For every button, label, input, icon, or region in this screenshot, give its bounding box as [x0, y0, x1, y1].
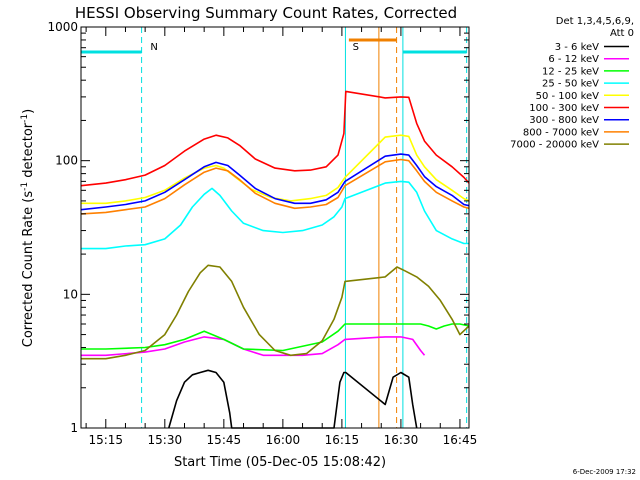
series-line-25-50kev [81, 180, 469, 250]
chart-title: HESSI Observing Summary Count Rates, Cor… [75, 4, 457, 22]
y-axis-label-sup1: -1 [20, 182, 30, 191]
legend-label-800-7000kev: 800 - 7000 keV [523, 127, 599, 138]
y-axis-label-mid: detector [21, 122, 36, 182]
x-tick-label: 15:30 [148, 433, 183, 447]
legend-label-3-6kev: 3 - 6 keV [555, 42, 599, 53]
y-axis-label-main: Corrected Count Rate (s [21, 191, 36, 348]
series-lines [80, 90, 470, 429]
legend-header-line1: Det 1,3,4,5,6,9, [556, 16, 634, 27]
series-line-6-12kev [81, 336, 426, 357]
x-tick-label: 15:45 [207, 433, 242, 447]
plot-frame [80, 26, 470, 429]
x-tick-label: 16:00 [266, 433, 301, 447]
legend-label-25-50kev: 25 - 50 keV [542, 79, 599, 90]
y-axis: 1 10 100 1000 [47, 20, 469, 435]
y-axis-label: Corrected Count Rate (s-1 detector-1) [20, 109, 36, 347]
x-tick-label: 15:15 [88, 433, 123, 447]
y-axis-label-sup2: -1 [20, 114, 30, 123]
annotation-s: S [353, 42, 359, 53]
series-line-3-6kev [168, 369, 418, 429]
series-line-800-7000kev [80, 158, 470, 215]
annotation-n: N [150, 42, 157, 53]
x-axis: 15:15 15:30 15:45 16:00 16:15 16:30 16:45 [85, 27, 478, 447]
legend-label-12-25kev: 12 - 25 keV [542, 66, 599, 77]
series-line-100-300kev [80, 90, 470, 187]
y-tick-label: 1000 [47, 20, 78, 34]
series-line-300-800kev [80, 153, 470, 211]
legend-header-line2: Att 0 [610, 28, 634, 39]
series-line-50-100kev [81, 134, 470, 205]
y-axis-label-end: ) [21, 109, 36, 114]
series-line-12-25kev [81, 323, 470, 352]
legend-label-7000-20000kev: 7000 - 20000 keV [510, 140, 599, 151]
y-tick-label: 10 [63, 287, 78, 301]
x-tick-label: 16:45 [443, 433, 478, 447]
legend-label-50-100kev: 50 - 100 keV [536, 91, 600, 102]
legend-label-300-800kev: 300 - 800 keV [529, 115, 599, 126]
x-tick-label: 16:30 [384, 433, 419, 447]
legend-label-100-300kev: 100 - 300 keV [529, 103, 599, 114]
timestamp: 6-Dec-2009 17:32 [573, 468, 636, 476]
y-tick-label: 100 [55, 154, 78, 168]
legend-label-6-12kev: 6 - 12 keV [548, 54, 599, 65]
series-line-7000-20000kev [81, 264, 470, 360]
x-axis-label: Start Time (05-Dec-05 15:08:42) [174, 455, 386, 470]
x-tick-label: 16:15 [325, 433, 360, 447]
y-tick-label: 1 [70, 421, 78, 435]
